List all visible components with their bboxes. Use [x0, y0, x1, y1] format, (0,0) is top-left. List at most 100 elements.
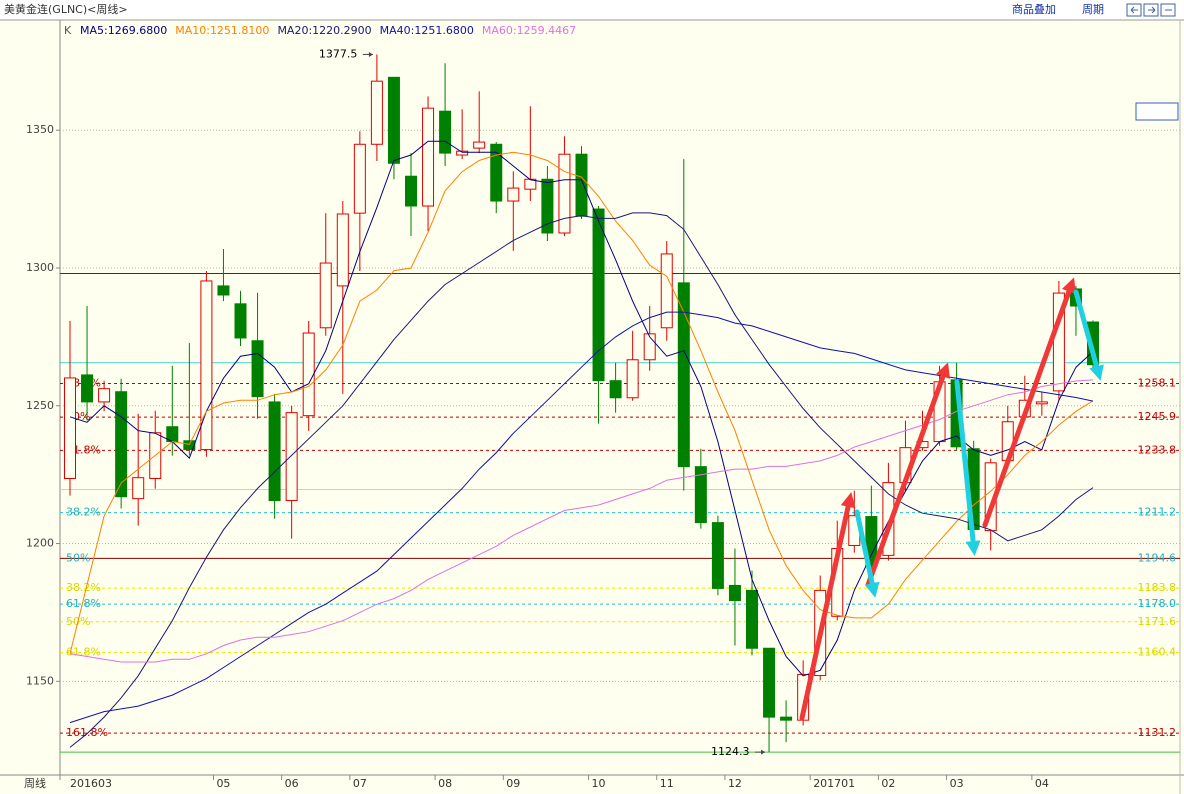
x-tick-label: 10: [592, 777, 606, 790]
candle-body: [541, 178, 554, 234]
level-pct-label: 61.8%: [66, 597, 101, 610]
candle-body: [405, 175, 417, 207]
annotation-arrow-head: [761, 749, 766, 755]
toolbar-button[interactable]: 商品叠加: [1012, 2, 1056, 16]
x-tick-label: 201603: [70, 777, 112, 790]
x-tick-label: 12: [728, 777, 742, 790]
legend-entry: MA20:1220.2900: [277, 24, 371, 37]
input-box[interactable]: [1135, 102, 1179, 121]
candle-body: [456, 150, 469, 156]
level-value-label: 1233.8: [1138, 443, 1177, 456]
ma-line: [69, 379, 1094, 663]
level-value-label: 1258.1: [1138, 376, 1177, 389]
level-value-label: 1178.0: [1138, 597, 1177, 610]
annotation: 1124.3: [711, 745, 750, 758]
candle-body: [780, 716, 793, 721]
ma-line: [69, 212, 1094, 748]
candle-body: [387, 76, 400, 164]
x-tick-label: 08: [438, 777, 452, 790]
ma-line: [69, 311, 1094, 724]
candle-body: [728, 584, 741, 602]
candle-body: [490, 143, 503, 202]
annotation: 1377.5: [319, 47, 358, 60]
trend-arrows: [799, 277, 1104, 721]
level-value-label: 1194.6: [1138, 551, 1177, 564]
annotation-arrow-head: [368, 51, 373, 57]
x-tick-label: 11: [660, 777, 674, 790]
candle-body: [660, 253, 673, 329]
candle-body: [81, 374, 94, 403]
x-tick-label: 04: [1035, 777, 1049, 790]
level-pct-label: 161.8%: [66, 726, 108, 739]
y-tick-label: 1150: [26, 674, 54, 687]
candle-body: [234, 303, 247, 339]
candle-body: [336, 213, 349, 287]
x-tick-label: 05: [216, 777, 230, 790]
candle-body: [422, 107, 435, 207]
legend-entry: MA60:1259.4467: [482, 24, 576, 37]
candle-body: [473, 141, 486, 149]
candle-body: [217, 285, 230, 296]
candle-body: [643, 333, 656, 361]
candle-body: [370, 80, 383, 145]
candle-body: [98, 388, 111, 403]
x-tick-label: 07: [353, 777, 367, 790]
candle-body: [507, 187, 520, 202]
x-tick-label: 09: [506, 777, 520, 790]
level-pct-label: 61.8%: [66, 646, 101, 659]
candle-body: [626, 359, 639, 399]
candle-body: [711, 522, 724, 589]
legend-entry: MA40:1251.6800: [380, 24, 474, 37]
candle-body: [865, 516, 878, 567]
candle-body: [609, 380, 622, 399]
candle-body: [285, 412, 298, 502]
x-tick-label: 06: [285, 777, 299, 790]
candle-body: [558, 153, 571, 234]
level-pct-label: 38.2%: [66, 581, 101, 594]
level-pct-label: 50%: [66, 551, 90, 564]
candle-body: [302, 332, 315, 417]
level-pct-label: 38.2%: [66, 506, 101, 519]
level-value-label: 1183.8: [1138, 581, 1177, 594]
chart-title: 美黄金连(GLNC)<周线>: [4, 2, 128, 16]
x-axis-label: 周线: [24, 776, 46, 790]
ma-line: [69, 140, 1094, 677]
legend-entry: MA5:1269.6800: [80, 24, 167, 37]
candle-body: [251, 340, 264, 398]
candle-body: [746, 589, 758, 649]
candle-body: [353, 143, 366, 214]
candle-body: [592, 208, 605, 382]
level-value-label: 1245.9: [1138, 410, 1177, 423]
candle-body: [268, 401, 281, 502]
ma-line: [69, 151, 1094, 654]
candle-body: [439, 110, 452, 154]
candle-body: [677, 282, 690, 468]
level-value-label: 1131.2: [1138, 726, 1177, 739]
candle-body: [132, 477, 145, 500]
y-tick-label: 1250: [26, 399, 54, 412]
candle-body: [1035, 401, 1048, 405]
level-value-label: 1211.2: [1138, 506, 1177, 519]
candle-body: [115, 391, 128, 498]
level-value-label: 1171.6: [1138, 615, 1177, 628]
toolbar-button[interactable]: 周期: [1082, 3, 1104, 16]
header-bar: [0, 0, 1184, 20]
candle-body: [64, 377, 76, 480]
x-tick-label: 02: [881, 777, 895, 790]
legend-candle: K: [64, 24, 72, 37]
nav-icons[interactable]: [1126, 3, 1176, 17]
legend-entry: MA10:1251.8100: [175, 24, 269, 37]
y-tick-label: 1300: [26, 261, 54, 274]
candle-body: [183, 440, 196, 451]
candle-body: [575, 153, 588, 217]
candle-body: [200, 280, 213, 451]
y-tick-label: 1350: [26, 123, 54, 136]
y-tick-label: 1200: [26, 537, 54, 550]
x-tick-label: 03: [950, 777, 964, 790]
candle-body: [319, 262, 332, 329]
candle-body: [763, 647, 776, 718]
x-tick-label: 201701: [813, 777, 855, 790]
